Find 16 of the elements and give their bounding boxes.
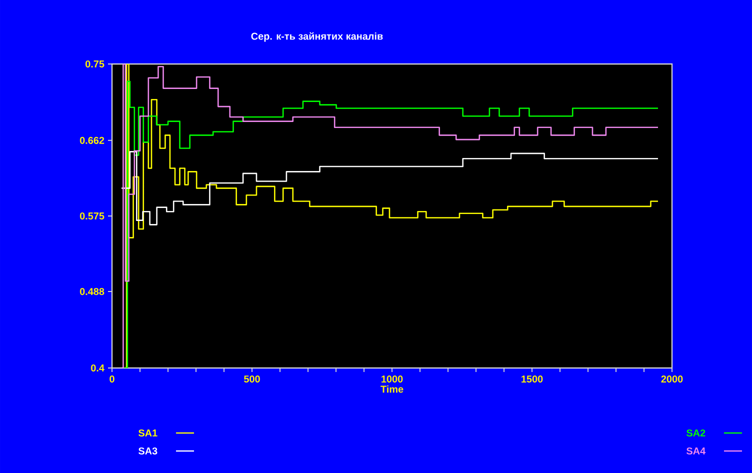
legend-label: SA4 bbox=[686, 447, 706, 455]
y-tick-label: 0.575 bbox=[80, 212, 104, 220]
x-tick-label: 500 bbox=[244, 376, 260, 383]
y-tick-label: 0.75 bbox=[85, 60, 104, 68]
legend-label: SA2 bbox=[686, 429, 706, 437]
y-tick-label: 0.662 bbox=[80, 136, 104, 144]
legend-label: SA3 bbox=[138, 447, 158, 455]
x-tick-label: 2000 bbox=[661, 376, 683, 383]
y-tick-label: 0.4 bbox=[91, 364, 104, 372]
x-tick-label: 1000 bbox=[382, 376, 403, 383]
x-tick-label: 0 bbox=[110, 376, 114, 383]
x-tick-label: 1500 bbox=[522, 376, 543, 383]
chart-title: Сер. к-ть зайнятих каналів bbox=[251, 32, 383, 42]
y-tick-label: 0.488 bbox=[80, 288, 104, 296]
legend-label: SA1 bbox=[138, 429, 158, 437]
x-axis-title: Time bbox=[380, 385, 404, 393]
